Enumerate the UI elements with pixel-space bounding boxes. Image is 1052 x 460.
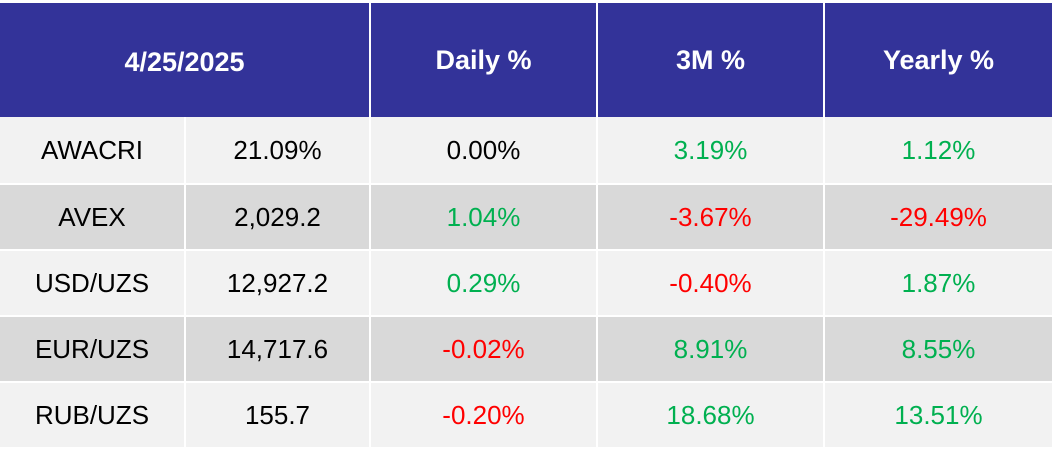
instrument-name: EUR/UZS [0, 315, 186, 382]
yearly-change: 8.55% [824, 315, 1052, 382]
instrument-name: USD/UZS [0, 249, 186, 316]
instrument-name: RUB/UZS [0, 381, 186, 447]
instrument-value: 12,927.2 [185, 249, 371, 316]
table-row-usd-uzs: USD/UZS 12,927.2 0.29% -0.40% 1.87% [0, 249, 1052, 316]
instrument-value: 21.09% [185, 117, 371, 184]
daily-change: 0.29% [370, 249, 598, 316]
daily-change: -0.02% [370, 315, 598, 382]
daily-change: -0.20% [370, 381, 598, 447]
table-body: AWACRI 21.09% 0.00% 3.19% 1.12% AVEX 2,0… [0, 117, 1052, 447]
three-month-change: 18.68% [597, 381, 825, 447]
three-month-change: 3.19% [597, 117, 825, 184]
daily-change: 0.00% [370, 117, 598, 184]
header-row: 4/25/2025 Daily % 3M % Yearly % [0, 3, 1052, 117]
instrument-name: AWACRI [0, 117, 186, 184]
yearly-change: -29.49% [824, 183, 1052, 250]
table-row-avex: AVEX 2,029.2 1.04% -3.67% -29.49% [0, 183, 1052, 250]
yearly-change: 1.87% [824, 249, 1052, 316]
instrument-value: 2,029.2 [185, 183, 371, 250]
table-row-rub-uzs: RUB/UZS 155.7 -0.20% 18.68% 13.51% [0, 381, 1052, 447]
table-row-eur-uzs: EUR/UZS 14,717.6 -0.02% 8.91% 8.55% [0, 315, 1052, 382]
daily-header: Daily % [370, 3, 598, 117]
yearly-change: 1.12% [824, 117, 1052, 184]
yearly-change: 13.51% [824, 381, 1052, 447]
three-month-change: 8.91% [597, 315, 825, 382]
date-header: 4/25/2025 [0, 3, 371, 117]
instrument-value: 14,717.6 [185, 315, 371, 382]
table-header: 4/25/2025 Daily % 3M % Yearly % [0, 3, 1052, 117]
three-month-change: -3.67% [597, 183, 825, 250]
table-row-awacri: AWACRI 21.09% 0.00% 3.19% 1.12% [0, 117, 1052, 184]
three-month-change: -0.40% [597, 249, 825, 316]
instrument-value: 155.7 [185, 381, 371, 447]
daily-change: 1.04% [370, 183, 598, 250]
three-month-header: 3M % [597, 3, 825, 117]
yearly-header: Yearly % [824, 3, 1052, 117]
market-summary-table: 4/25/2025 Daily % 3M % Yearly % AWACRI 2… [0, 3, 1052, 447]
instrument-name: AVEX [0, 183, 186, 250]
